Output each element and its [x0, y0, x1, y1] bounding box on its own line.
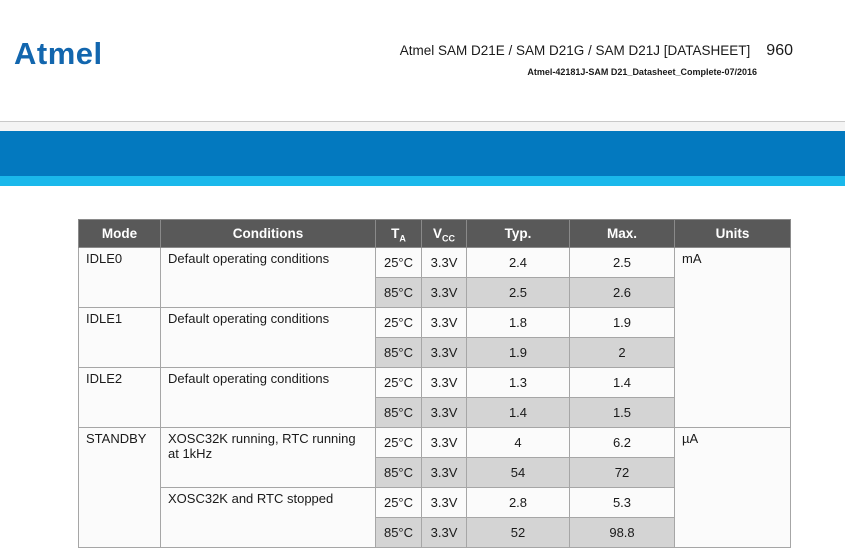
header-rule-line [0, 121, 845, 122]
col-header-max: Max. [569, 219, 675, 248]
cell-vcc: 3.3V [421, 487, 467, 518]
cell-max: 2.6 [569, 277, 675, 308]
col-header-mode: Mode [78, 219, 161, 248]
cell-mode-idle0: IDLE0 [78, 247, 161, 308]
cell-ta: 25°C [375, 307, 422, 338]
page-number: 960 [766, 42, 793, 59]
cell-ta: 25°C [375, 247, 422, 278]
cell-conditions-standby-rtc-running: XOSC32K running, RTC running at 1kHz [160, 427, 376, 488]
ta-subscript: A [399, 233, 406, 244]
cell-ta: 85°C [375, 517, 422, 548]
atmel-logo: Atmel [14, 36, 103, 71]
cell-ta: 85°C [375, 337, 422, 368]
cell-max: 1.5 [569, 397, 675, 428]
vcc-label: V [432, 226, 442, 241]
cell-vcc: 3.3V [421, 307, 467, 338]
table-row: STANDBY XOSC32K running, RTC running at … [78, 427, 791, 548]
cell-typ: 4 [466, 427, 570, 458]
cell-ta: 25°C [375, 427, 422, 458]
cell-typ: 1.9 [466, 337, 570, 368]
cell-ta: 85°C [375, 277, 422, 308]
table-row: 85°C 3.3V 2.5 2.6 [79, 277, 791, 308]
cell-conditions-idle1: Default operating conditions [160, 307, 376, 368]
cell-max: 6.2 [569, 427, 675, 458]
cell-vcc: 3.3V [421, 277, 467, 308]
cell-ta: 25°C [375, 487, 422, 518]
table-row: XOSC32K and RTC stopped 25°C 3.3V 2.8 5.… [79, 487, 791, 548]
cell-vcc: 3.3V [421, 337, 467, 368]
vcc-subscript: CC [442, 233, 455, 244]
cell-max: 1.9 [569, 307, 675, 338]
cell-vcc: 3.3V [421, 457, 467, 488]
col-header-conditions: Conditions [160, 219, 376, 248]
cell-conditions-standby-rtc-stopped: XOSC32K and RTC stopped [160, 487, 376, 548]
col-header-ta: TA [375, 219, 422, 248]
cell-vcc: 3.3V [421, 517, 467, 548]
cell-conditions-idle2: Default operating conditions [160, 367, 376, 428]
document-title: Atmel SAM D21E / SAM D21G / SAM D21J [DA… [399, 43, 751, 58]
cell-typ: 2.8 [466, 487, 570, 518]
header-rule-strip [0, 122, 845, 131]
cell-mode-standby: STANDBY [78, 427, 161, 548]
cell-typ: 2.5 [466, 277, 570, 308]
cell-typ: 2.4 [466, 247, 570, 278]
cell-max: 1.4 [569, 367, 675, 398]
cell-vcc: 3.3V [421, 427, 467, 458]
document-subtitle: Atmel-42181J-SAM D21_Datasheet_Complete-… [527, 67, 757, 77]
cell-vcc: 3.3V [421, 247, 467, 278]
cell-max: 5.3 [569, 487, 675, 518]
table-row: 85°C 3.3V 1.4 1.5 [79, 397, 791, 428]
power-consumption-table: Mode Conditions TA VCC Typ. Max. Units I… [78, 219, 791, 548]
cell-ta: 85°C [375, 397, 422, 428]
table-row: IDLE0 Default operating conditions 25°C … [78, 247, 791, 428]
cell-max: 2 [569, 337, 675, 368]
table-row: 85°C 3.3V 54 72 [79, 457, 791, 488]
col-header-units: Units [674, 219, 791, 248]
table-header-row: Mode Conditions TA VCC Typ. Max. Units [78, 219, 791, 248]
col-header-typ: Typ. [466, 219, 570, 248]
cell-typ: 1.4 [466, 397, 570, 428]
table-row: 85°C 3.3V 1.9 2 [79, 337, 791, 368]
table-row: IDLE1 Default operating conditions 25°C … [78, 307, 791, 368]
cell-typ: 52 [466, 517, 570, 548]
cell-mode-idle1: IDLE1 [78, 307, 161, 368]
cell-vcc: 3.3V [421, 367, 467, 398]
cell-max: 2.5 [569, 247, 675, 278]
cell-typ: 1.3 [466, 367, 570, 398]
cell-typ: 54 [466, 457, 570, 488]
document-header: Atmel SAM D21E / SAM D21G / SAM D21J [DA… [400, 42, 793, 60]
cell-max: 98.8 [569, 517, 675, 548]
cell-units-ua: µA [674, 427, 791, 548]
cell-units-ma: mA [674, 247, 791, 428]
cell-ta: 85°C [375, 457, 422, 488]
cell-conditions-idle0: Default operating conditions [160, 247, 376, 308]
cell-vcc: 3.3V [421, 397, 467, 428]
cell-mode-idle2: IDLE2 [78, 367, 161, 428]
col-header-vcc: VCC [421, 219, 467, 248]
cell-max: 72 [569, 457, 675, 488]
section-banner-blue [0, 131, 845, 176]
section-banner-cyan [0, 176, 845, 186]
cell-ta: 25°C [375, 367, 422, 398]
table-row: 85°C 3.3V 52 98.8 [79, 517, 791, 548]
cell-typ: 1.8 [466, 307, 570, 338]
ta-label: T [391, 226, 400, 241]
